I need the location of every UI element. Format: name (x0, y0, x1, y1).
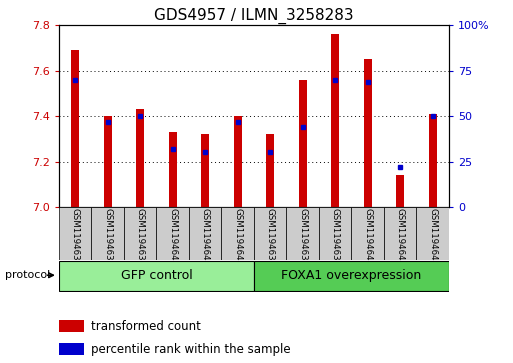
Bar (222, 207, 254, 260)
Bar (169, 132, 177, 207)
Bar (299, 80, 307, 207)
Text: GSM1194642: GSM1194642 (201, 208, 210, 266)
Bar (59, 207, 91, 260)
Text: protocol: protocol (5, 270, 50, 280)
Bar (266, 134, 274, 207)
Text: GSM1194637: GSM1194637 (136, 208, 145, 266)
Text: transformed count: transformed count (91, 320, 201, 333)
Text: percentile rank within the sample: percentile rank within the sample (91, 343, 290, 356)
Bar (384, 207, 417, 260)
Text: GSM1194636: GSM1194636 (103, 208, 112, 266)
Bar (364, 60, 372, 207)
Text: GFP control: GFP control (121, 269, 192, 282)
Bar (351, 207, 384, 260)
Bar (59, 261, 254, 290)
Bar (233, 116, 242, 207)
Bar (428, 114, 437, 207)
Bar (319, 207, 351, 260)
Bar (331, 34, 339, 207)
Bar (396, 175, 404, 207)
Text: GSM1194644: GSM1194644 (396, 208, 405, 266)
Text: GSM1194639: GSM1194639 (331, 208, 340, 266)
Text: GSM1194645: GSM1194645 (428, 208, 437, 266)
Bar (71, 50, 80, 207)
Bar (201, 134, 209, 207)
Bar (189, 207, 222, 260)
Bar (254, 207, 286, 260)
Bar (91, 207, 124, 260)
Text: GSM1194634: GSM1194634 (266, 208, 274, 266)
Title: GDS4957 / ILMN_3258283: GDS4957 / ILMN_3258283 (154, 8, 354, 24)
Bar (286, 207, 319, 260)
Bar (104, 116, 112, 207)
Text: GSM1194640: GSM1194640 (363, 208, 372, 266)
Bar (156, 207, 189, 260)
Text: GSM1194641: GSM1194641 (168, 208, 177, 266)
Bar (417, 207, 449, 260)
Bar (254, 261, 449, 290)
Text: GSM1194643: GSM1194643 (233, 208, 242, 266)
Bar (59, 320, 84, 332)
Bar (136, 109, 144, 207)
Text: FOXA1 overexpression: FOXA1 overexpression (281, 269, 422, 282)
Text: GSM1194638: GSM1194638 (298, 208, 307, 266)
Bar (59, 343, 84, 355)
Text: GSM1194635: GSM1194635 (71, 208, 80, 266)
Bar (124, 207, 156, 260)
